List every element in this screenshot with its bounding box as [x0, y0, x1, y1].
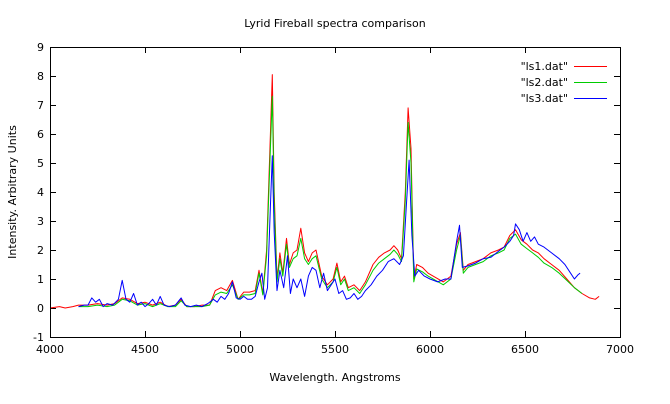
y-tick-label: 7: [37, 99, 44, 112]
chart-title: Lyrid Fireball spectra comparison: [244, 17, 426, 30]
y-tick-label: 2: [37, 244, 44, 257]
series-layer: [49, 74, 600, 309]
series-line-2: [78, 95, 583, 308]
x-tick-label: 5500: [321, 343, 349, 356]
x-axis-label: Wavelength. Angstroms: [269, 371, 400, 384]
legend: "ls1.dat" "ls2.dat" "ls3.dat": [521, 60, 607, 105]
y-tick-label: 3: [37, 215, 44, 228]
legend-label-1: "ls1.dat": [521, 60, 568, 73]
x-tick-label: 4000: [36, 343, 64, 356]
y-tick-label: 1: [37, 273, 44, 286]
y-tick-label: 9: [37, 41, 44, 54]
x-tick-label: 6000: [416, 343, 444, 356]
y-tick-label: 4: [37, 186, 44, 199]
plot-frame: [50, 47, 621, 338]
series-line-1: [49, 74, 600, 309]
legend-label-2: "ls2.dat": [521, 76, 568, 89]
x-tick-label: 4500: [131, 343, 159, 356]
y-axis-label: Intensity. Arbitrary Units: [6, 125, 19, 259]
y-tick-label: 0: [37, 302, 44, 315]
y-tick-label: 6: [37, 128, 44, 141]
x-tick-label: 5000: [226, 343, 254, 356]
x-tick-label: 6500: [511, 343, 539, 356]
y-tick-label: 5: [37, 157, 44, 170]
legend-label-3: "ls3.dat": [521, 92, 568, 105]
series-line-3: [78, 155, 581, 308]
y-tick-label: 8: [37, 70, 44, 83]
x-tick-label: 7000: [606, 343, 634, 356]
y-tick-label: -1: [33, 331, 44, 344]
